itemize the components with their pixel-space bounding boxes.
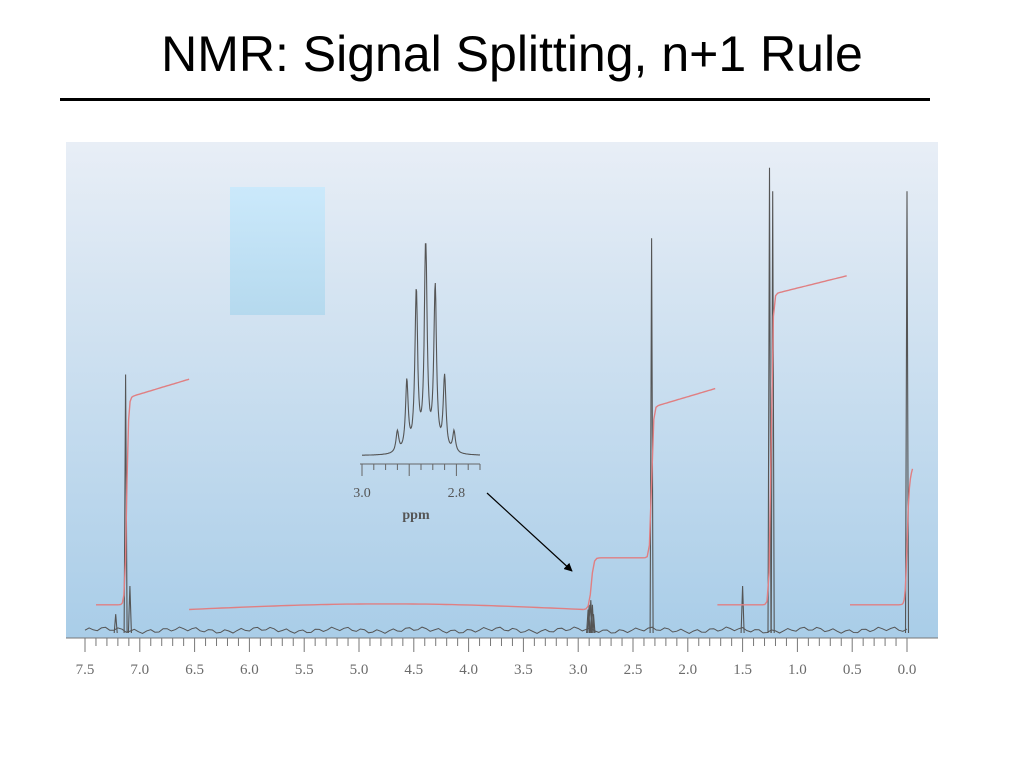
spectrum-peak bbox=[127, 585, 132, 634]
spectrum-peak bbox=[123, 374, 128, 634]
x-tick-label: 1.0 bbox=[788, 662, 807, 678]
spectrum-peak bbox=[113, 614, 118, 634]
x-tick-label: 4.5 bbox=[404, 662, 423, 678]
spectrum-peak bbox=[770, 191, 775, 634]
spectrum-peak bbox=[590, 604, 595, 634]
spectrum-baseline bbox=[84, 626, 908, 634]
inset-multiplet-trace bbox=[362, 243, 480, 456]
multiplet-inset: 3.0 2.8 ppm bbox=[353, 243, 481, 523]
x-tick-label: 5.5 bbox=[295, 662, 314, 678]
integral-curve bbox=[583, 387, 716, 611]
slide-title: NMR: Signal Splitting, n+1 Rule bbox=[161, 26, 863, 82]
x-tick-label: 7.5 bbox=[76, 662, 95, 678]
spectrum-peak bbox=[740, 585, 745, 634]
spectrum-peak bbox=[586, 609, 591, 634]
title-underline bbox=[60, 98, 930, 101]
integral-curve bbox=[189, 603, 584, 611]
x-tick-label: 2.0 bbox=[678, 662, 697, 678]
integral-curve bbox=[850, 468, 914, 606]
spectrum-peak bbox=[904, 191, 910, 634]
inset-tick-label: 3.0 bbox=[353, 486, 371, 501]
pointer-arrow bbox=[486, 492, 573, 572]
x-tick-label: 7.0 bbox=[130, 662, 149, 678]
x-tick-label: 3.0 bbox=[569, 662, 588, 678]
x-tick-label: 1.5 bbox=[733, 662, 752, 678]
x-tick-label: 4.0 bbox=[459, 662, 478, 678]
placeholder-box bbox=[230, 187, 325, 315]
inset-tick-label: 2.8 bbox=[448, 486, 466, 501]
x-tick-label: 5.0 bbox=[350, 662, 369, 678]
x-tick-label: 3.5 bbox=[514, 662, 533, 678]
main-spectrum: 7.5 7.0 6.5 6.0 5.5 5.0 4.5 4.0 3.5 3.0 2.5 2.0 1.5 1… bbox=[66, 167, 938, 678]
x-tick-label: 0.0 bbox=[898, 662, 917, 678]
x-tick-label: 2.5 bbox=[624, 662, 643, 678]
x-tick-label: 6.5 bbox=[185, 662, 204, 678]
x-tick-label: 0.5 bbox=[843, 662, 862, 678]
integral-curve bbox=[717, 275, 847, 606]
plot-background bbox=[66, 142, 938, 638]
x-tick-label: 6.0 bbox=[240, 662, 259, 678]
integral-curve bbox=[96, 378, 190, 606]
spectrum-peak bbox=[591, 614, 596, 634]
inset-axis-label: ppm bbox=[402, 508, 430, 523]
